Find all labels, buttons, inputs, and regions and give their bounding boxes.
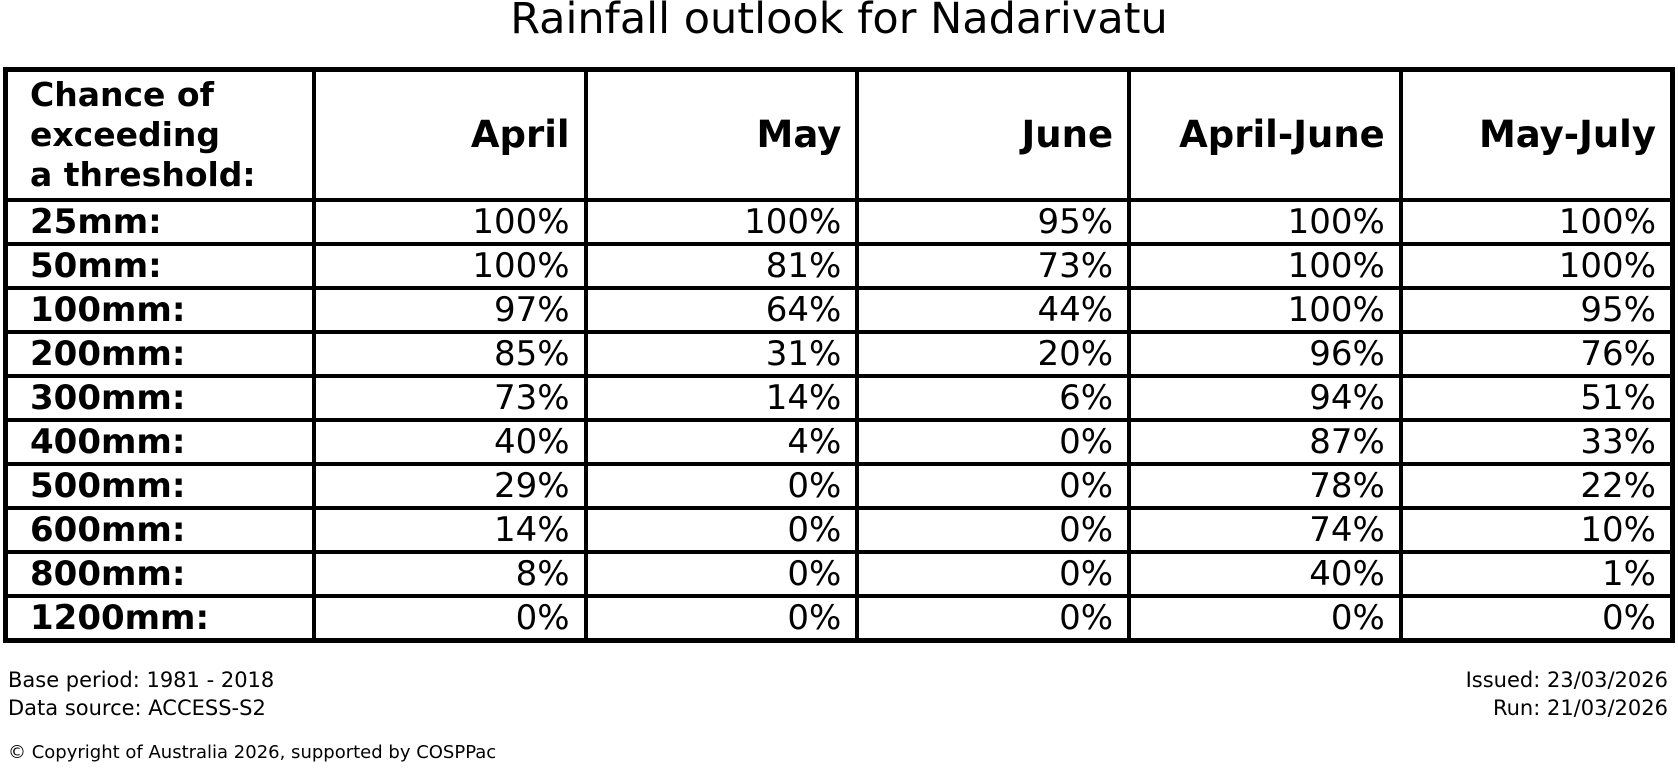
table-row: 1200mm: 0% 0% 0% 0% 0% <box>3 593 1675 642</box>
corner-header-line: a threshold: <box>30 154 256 194</box>
table-row: 300mm: 73% 14% 6% 94% 51% <box>3 373 1675 422</box>
column-header-may: May <box>583 67 860 202</box>
value-cell: 0% <box>1398 593 1675 642</box>
value-cell: 0% <box>1127 593 1403 642</box>
value-cell: 0% <box>583 593 860 642</box>
value-cell: 8% <box>311 549 588 598</box>
data-source-text: Data source: ACCESS-S2 <box>8 696 266 720</box>
threshold-label: 400mm: <box>3 417 316 466</box>
rainfall-outlook-table: Chance of exceeding a threshold: April M… <box>3 67 1675 643</box>
value-cell: 44% <box>855 285 1132 334</box>
value-cell: 81% <box>583 241 860 290</box>
value-cell: 73% <box>855 241 1132 290</box>
table-header-row: Chance of exceeding a threshold: April M… <box>3 67 1675 202</box>
issued-date-text: Issued: 23/03/2026 <box>1465 668 1668 692</box>
table-row: 50mm: 100% 81% 73% 100% 100% <box>3 241 1675 290</box>
value-cell: 100% <box>1398 241 1675 290</box>
value-cell: 95% <box>1398 285 1675 334</box>
copyright-text: © Copyright of Australia 2026, supported… <box>8 742 497 763</box>
value-cell: 0% <box>855 417 1132 466</box>
column-header-april-june: April-June <box>1127 67 1403 202</box>
table-row: 600mm: 14% 0% 0% 74% 10% <box>3 505 1675 554</box>
value-cell: 76% <box>1398 329 1675 378</box>
value-cell: 4% <box>583 417 860 466</box>
threshold-label: 600mm: <box>3 505 316 554</box>
column-header-june: June <box>855 67 1132 202</box>
value-cell: 96% <box>1127 329 1403 378</box>
value-cell: 73% <box>311 373 588 422</box>
run-date-text: Run: 21/03/2026 <box>1492 696 1668 720</box>
value-cell: 100% <box>1127 241 1403 290</box>
table-row: 25mm: 100% 100% 95% 100% 100% <box>3 197 1675 246</box>
table-row: 400mm: 40% 4% 0% 87% 33% <box>3 417 1675 466</box>
value-cell: 10% <box>1398 505 1675 554</box>
value-cell: 78% <box>1127 461 1403 510</box>
value-cell: 100% <box>311 197 588 246</box>
value-cell: 0% <box>583 461 860 510</box>
threshold-label: 100mm: <box>3 285 316 334</box>
value-cell: 95% <box>855 197 1132 246</box>
threshold-label: 500mm: <box>3 461 316 510</box>
value-cell: 100% <box>311 241 588 290</box>
base-period-text: Base period: 1981 - 2018 <box>8 668 275 692</box>
value-cell: 14% <box>583 373 860 422</box>
value-cell: 1% <box>1398 549 1675 598</box>
table-row: 500mm: 29% 0% 0% 78% 22% <box>3 461 1675 510</box>
threshold-label: 800mm: <box>3 549 316 598</box>
value-cell: 85% <box>311 329 588 378</box>
value-cell: 0% <box>855 549 1132 598</box>
value-cell: 97% <box>311 285 588 334</box>
value-cell: 40% <box>1127 549 1403 598</box>
column-header-may-july: May-July <box>1398 67 1675 202</box>
value-cell: 20% <box>855 329 1132 378</box>
corner-header-line: exceeding <box>30 114 221 154</box>
value-cell: 100% <box>1127 197 1403 246</box>
value-cell: 0% <box>855 461 1132 510</box>
footer-metadata-left: Base period: 1981 - 2018 Data source: AC… <box>8 666 274 722</box>
table-row: 200mm: 85% 31% 20% 96% 76% <box>3 329 1675 378</box>
value-cell: 100% <box>583 197 860 246</box>
threshold-label: 1200mm: <box>3 593 316 642</box>
value-cell: 33% <box>1398 417 1675 466</box>
value-cell: 64% <box>583 285 860 334</box>
value-cell: 87% <box>1127 417 1403 466</box>
table-row: 100mm: 97% 64% 44% 100% 95% <box>3 285 1675 334</box>
value-cell: 74% <box>1127 505 1403 554</box>
value-cell: 14% <box>311 505 588 554</box>
value-cell: 22% <box>1398 461 1675 510</box>
threshold-label: 50mm: <box>3 241 316 290</box>
value-cell: 40% <box>311 417 588 466</box>
value-cell: 6% <box>855 373 1132 422</box>
corner-header: Chance of exceeding a threshold: <box>3 67 316 202</box>
threshold-label: 200mm: <box>3 329 316 378</box>
value-cell: 31% <box>583 329 860 378</box>
footer-metadata-right: Issued: 23/03/2026 Run: 21/03/2026 <box>1466 666 1668 722</box>
column-header-april: April <box>311 67 588 202</box>
value-cell: 100% <box>1398 197 1675 246</box>
value-cell: 94% <box>1127 373 1403 422</box>
value-cell: 51% <box>1398 373 1675 422</box>
value-cell: 0% <box>855 505 1132 554</box>
value-cell: 0% <box>583 505 860 554</box>
value-cell: 29% <box>311 461 588 510</box>
page-title: Rainfall outlook for Nadarivatu <box>510 0 1168 44</box>
value-cell: 0% <box>311 593 588 642</box>
value-cell: 0% <box>855 593 1132 642</box>
value-cell: 0% <box>583 549 860 598</box>
corner-header-line: Chance of <box>30 74 214 114</box>
threshold-label: 300mm: <box>3 373 316 422</box>
threshold-label: 25mm: <box>3 197 316 246</box>
value-cell: 100% <box>1127 285 1403 334</box>
table-row: 800mm: 8% 0% 0% 40% 1% <box>3 549 1675 598</box>
